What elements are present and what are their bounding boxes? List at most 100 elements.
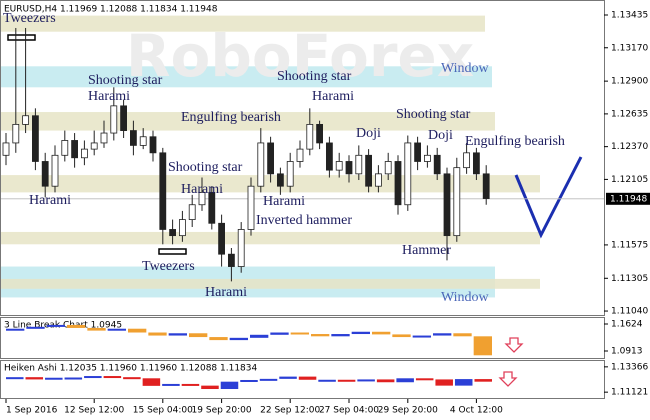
pane-bar	[259, 378, 278, 381]
pane-bar	[318, 379, 336, 382]
candle-body	[384, 161, 392, 175]
pane-bar	[209, 337, 228, 341]
pane-bar	[168, 333, 187, 336]
candle-body	[169, 229, 177, 237]
y-tick-label: 1.12635	[611, 109, 648, 119]
candle-body	[110, 105, 118, 134]
y-tick-label: 1.0913	[611, 347, 643, 357]
pane-bar	[84, 376, 102, 379]
candle-body	[120, 105, 127, 131]
tweezers-box	[158, 248, 187, 255]
x-tick-label: 29 Sep 20:00	[378, 406, 438, 416]
candle-body	[218, 222, 226, 255]
candle-body	[345, 161, 353, 175]
y-tick-label: 1.12900	[611, 77, 648, 87]
candle-body	[129, 130, 137, 146]
pane-bar	[376, 379, 395, 383]
y-tick-label: 1.11040	[611, 307, 648, 317]
pane-bar	[229, 337, 248, 341]
y-tick-label: 1.11575	[611, 240, 648, 250]
x-tick-label: 22 Sep 12:00	[260, 406, 320, 416]
x-tick-label: 4 Oct 12:00	[450, 406, 503, 416]
pane-bar	[103, 376, 122, 379]
pattern-label: Harami	[181, 182, 223, 197]
candle-body	[22, 115, 30, 125]
candle-body	[286, 161, 294, 187]
x-tick-label: 1 Sep 2016	[6, 406, 58, 416]
candle-body	[355, 154, 363, 175]
pane-bar	[351, 331, 370, 335]
pane-bar	[67, 324, 86, 328]
candle-body	[365, 154, 373, 187]
pane-bar	[337, 379, 356, 382]
candle-body	[41, 161, 49, 187]
pane-bar	[87, 327, 106, 331]
candle-body	[100, 132, 108, 144]
pane-bar	[181, 383, 200, 386]
x-tick-label: 19 Sep 20:00	[192, 406, 252, 416]
pane-bar	[331, 334, 350, 337]
pane-bar	[25, 377, 44, 380]
pane-bar	[148, 332, 167, 336]
pane-bar	[46, 324, 65, 327]
pane-bar	[162, 383, 180, 386]
pattern-label: Shooting star	[168, 160, 243, 175]
pattern-label: Tweezers	[3, 11, 56, 26]
pane-label: Heiken Ashi 1.12035 1.11960 1.11960 1.12…	[4, 364, 258, 374]
pane-bar	[6, 377, 24, 380]
candle-body	[227, 253, 235, 267]
candle-body	[198, 191, 206, 206]
zone	[1, 278, 540, 289]
pane-bar	[298, 376, 317, 380]
pane-1	[0, 317, 605, 359]
x-tick-label: 27 Sep 04:00	[319, 406, 379, 416]
candle-body	[188, 204, 196, 220]
down-arrow	[498, 371, 518, 387]
candle-body	[472, 152, 480, 175]
zone	[1, 66, 492, 88]
pane-bar	[433, 333, 452, 336]
candle-body	[325, 142, 333, 171]
y-tick-label: 1.11121	[611, 388, 648, 398]
candle-body	[306, 123, 314, 150]
candle-body	[414, 142, 422, 162]
pane-bar	[415, 378, 434, 381]
y-tick-label: 1.12105	[611, 175, 648, 185]
pane-bar	[142, 378, 161, 386]
pane-bar	[474, 379, 492, 382]
y-tick-label: 1.1624	[611, 320, 643, 330]
x-tick-label: 12 Sep 12:00	[64, 406, 124, 416]
pattern-label: Engulfing bearish	[465, 134, 565, 149]
y-tick-label: 1.12370	[611, 142, 648, 152]
pattern-label: Hammer	[402, 243, 451, 258]
y-tick-label: 1.11305	[611, 274, 648, 284]
candle-body	[394, 161, 402, 206]
pane-bar	[220, 381, 239, 390]
main-pane	[0, 0, 605, 316]
candle-body	[159, 152, 167, 230]
pattern-label: Tweezers	[142, 259, 195, 274]
pattern-label: Harami	[88, 89, 130, 104]
candle-body	[296, 148, 304, 162]
candle-body	[374, 173, 382, 187]
pane-bar	[270, 332, 289, 335]
pattern-label: Shooting star	[396, 107, 471, 122]
candle-body	[51, 154, 59, 187]
candle-body	[149, 136, 157, 154]
candle-body	[443, 173, 451, 237]
pane-bar	[396, 378, 414, 383]
pane-bar	[26, 326, 45, 329]
watermark: RoboForex	[126, 22, 474, 90]
pane-bar	[107, 328, 126, 331]
last-price-label: 1.11948	[610, 194, 647, 204]
tweezers-box	[7, 34, 36, 41]
pane-bar	[392, 334, 411, 338]
y-tick-label: 1.13366	[611, 362, 648, 372]
zone	[1, 231, 540, 245]
pattern-label: Harami	[263, 194, 305, 209]
candle-body	[90, 142, 98, 150]
down-arrow	[504, 337, 524, 353]
candle-body	[139, 136, 147, 146]
pattern-label: Harami	[205, 285, 247, 300]
